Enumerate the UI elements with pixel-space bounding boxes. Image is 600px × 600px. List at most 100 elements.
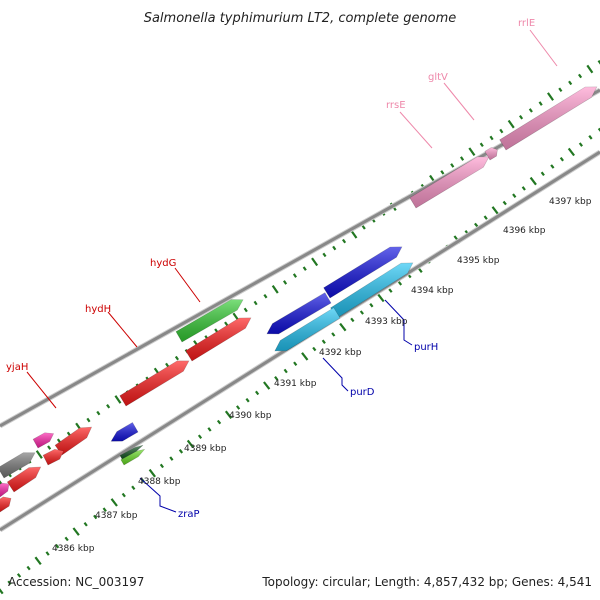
tick-mark: [216, 419, 222, 425]
tick-mark: [459, 156, 465, 161]
gene-label-zraP: zraP: [178, 509, 200, 520]
tick-mark: [550, 164, 555, 169]
gene-zraP-green: [120, 448, 146, 466]
tick-mark: [567, 147, 575, 157]
gene-zraP: [110, 422, 139, 442]
tick-mark: [55, 543, 60, 549]
tick-mark: [0, 588, 4, 595]
tick-mark: [283, 368, 288, 374]
tick-mark: [483, 215, 488, 220]
tick-mark: [282, 280, 288, 285]
tick-mark: [528, 108, 533, 113]
tick-mark: [321, 339, 326, 344]
tick-mark: [207, 427, 212, 432]
tick-mark: [491, 206, 499, 215]
tick-mark: [64, 536, 69, 542]
tick-mark: [540, 171, 545, 177]
tick-mark: [148, 468, 156, 478]
tick-mark: [66, 431, 71, 437]
kbp-label: 4392 kbp: [319, 348, 362, 358]
tick-mark: [263, 381, 271, 390]
tick-mark: [131, 485, 136, 491]
tick-mark: [489, 135, 494, 141]
tick-mark: [547, 92, 554, 101]
tick-mark: [293, 361, 298, 366]
gene-hydH-b: [119, 360, 190, 407]
tick-mark: [499, 128, 504, 134]
gene-leaders: [26, 29, 558, 513]
tick-mark: [121, 492, 126, 498]
tick-mark: [568, 80, 573, 86]
tick-mark: [106, 404, 111, 409]
gene-hydH-a: [185, 317, 252, 362]
tick-mark: [502, 200, 507, 206]
hydG-leader: [174, 267, 201, 303]
tick-mark: [512, 193, 517, 198]
tick-mark: [56, 438, 61, 443]
gene-f-mag-2: [0, 482, 10, 498]
gene-label-rrlE: rrlE: [518, 18, 535, 29]
kbp-label: 4397 kbp: [549, 197, 592, 207]
tick-mark: [35, 450, 43, 459]
tick-mark: [72, 527, 80, 536]
tick-mark: [369, 303, 374, 308]
tick-mark: [110, 498, 118, 507]
tick-mark: [159, 463, 164, 469]
yjaH-leader: [26, 371, 57, 409]
tick-mark: [559, 156, 564, 162]
gene-features: [0, 86, 598, 513]
tick-mark: [440, 170, 445, 175]
tick-mark: [47, 445, 52, 450]
gene-label-purD: purD: [350, 387, 375, 398]
tick-mark: [93, 514, 98, 520]
tick-mark: [197, 434, 203, 439]
tick-mark: [224, 321, 229, 327]
tick-mark: [301, 352, 309, 361]
gene-f-red-4: [0, 496, 12, 513]
tick-mark: [312, 346, 317, 352]
tick-mark: [253, 300, 258, 306]
kbp-label: 4393 kbp: [365, 317, 408, 327]
rrlE-leader: [529, 29, 558, 67]
tick-mark: [83, 522, 88, 527]
gene-f-red-2: [42, 448, 64, 466]
accession-text: Accession: NC_003197: [8, 575, 144, 589]
tick-mark: [331, 332, 336, 337]
rrsE-leader: [399, 111, 433, 149]
tick-mark: [377, 293, 385, 303]
gene-f-red-3: [6, 466, 42, 493]
tick-mark: [359, 310, 364, 315]
tick-mark: [322, 252, 327, 258]
tick-mark: [479, 142, 484, 148]
gene-labels: hydG hydH yjaH rrsE gltV rrlE purH purD …: [6, 18, 535, 520]
map-title: Salmonella typhimurium LT2, complete gen…: [144, 11, 457, 26]
tick-mark: [255, 390, 260, 396]
tick-mark: [518, 114, 524, 120]
tick-mark: [529, 176, 537, 186]
gene-label-gltV: gltV: [428, 72, 448, 83]
gene-rrsE: [409, 156, 490, 209]
tick-mark: [474, 222, 479, 228]
tick-mark: [578, 142, 583, 147]
gene-f-mag-1: [32, 432, 55, 449]
gene-zraP-dark: [119, 444, 144, 460]
tick-mark: [507, 119, 515, 129]
gene-gltV: [484, 147, 498, 161]
kbp-label: 4386 kbp: [52, 544, 95, 554]
tick-mark: [311, 257, 319, 267]
kbp-label: 4388 kbp: [138, 477, 181, 487]
tick-mark: [332, 245, 337, 251]
tick-mark: [165, 362, 170, 368]
gltV-leader: [443, 82, 475, 121]
tick-mark: [292, 273, 298, 278]
tick-mark: [450, 163, 455, 168]
tick-mark: [302, 266, 307, 271]
tick-mark: [243, 307, 248, 313]
tick-mark: [350, 229, 358, 239]
tick-mark: [26, 565, 31, 571]
hydH-leader: [107, 311, 138, 348]
gene-hydG: [175, 299, 244, 343]
tick-mark: [339, 322, 347, 332]
tick-mark: [586, 64, 594, 74]
